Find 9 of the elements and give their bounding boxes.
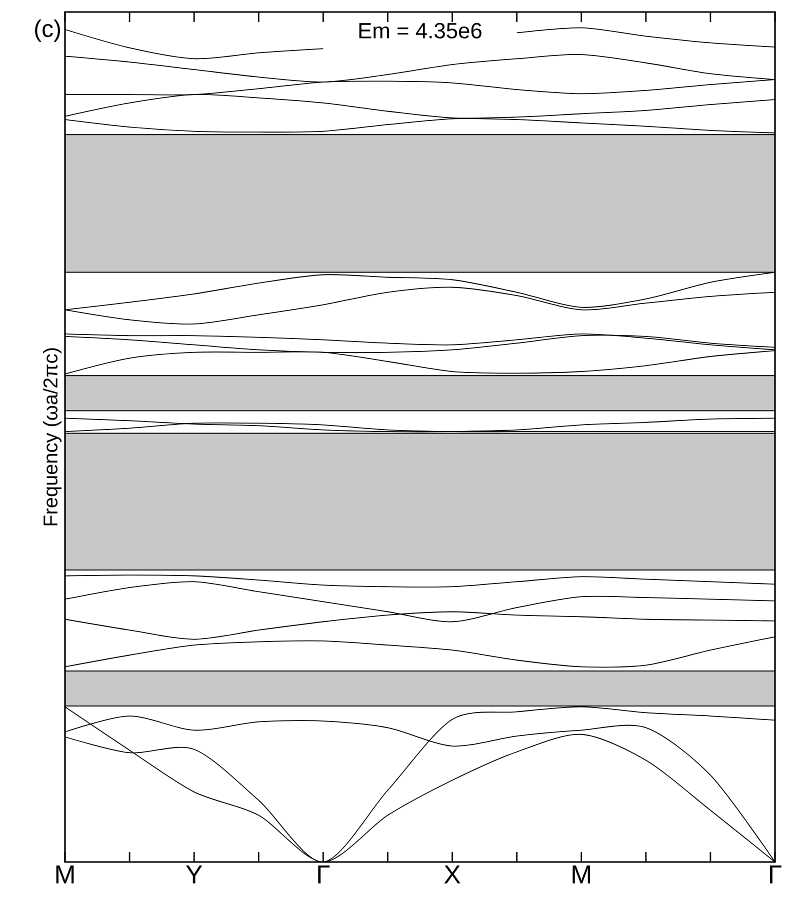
x-tick-label: Γ (318, 866, 330, 884)
x-tick-label: Y (186, 866, 202, 884)
x-tick-label: X (444, 866, 460, 884)
text: (c) (35, 20, 60, 42)
annotation: Em = 4.35e6 (359, 22, 482, 38)
y-axis-title: Frequency (ωa/2πc) (42, 348, 62, 526)
x-tick-label: M (56, 866, 74, 884)
x-tick-label: Γ (770, 866, 782, 884)
x-tick-label: M (572, 866, 590, 884)
